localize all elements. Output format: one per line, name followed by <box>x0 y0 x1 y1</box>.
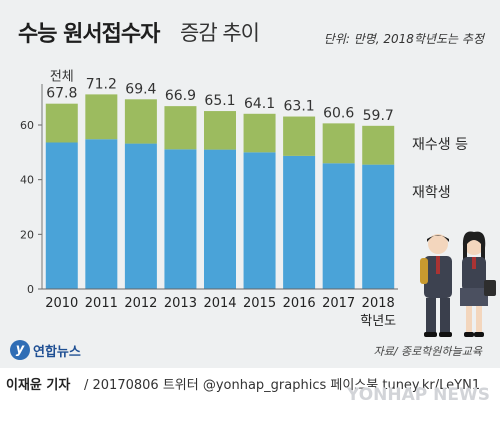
x-tick-label: 2015 <box>243 296 276 311</box>
bar-segment-enrolled <box>362 164 395 289</box>
bar-segment-retake <box>243 113 276 153</box>
bar-segment-enrolled <box>124 143 157 289</box>
bar-total-label: 64.1 <box>244 96 275 112</box>
bar-segment-enrolled <box>283 155 316 289</box>
bar-total-label: 63.1 <box>284 99 315 115</box>
yonhap-logo-icon: y <box>10 340 30 360</box>
bar-total-label: 69.4 <box>125 81 156 97</box>
legend-label-enrolled: 재학생 <box>412 185 451 201</box>
x-tick-label: 2018 <box>362 296 395 311</box>
source-note: 자료/ 종로학원하늘교육 <box>373 345 482 358</box>
bar-segment-retake <box>85 94 118 140</box>
credit-bar <box>0 368 500 422</box>
bar-segment-enrolled <box>243 152 276 289</box>
bar-segment-retake <box>362 125 395 165</box>
x-tick-label: 2013 <box>164 296 197 311</box>
bar-segment-retake <box>124 99 157 144</box>
y-tick-label: 60 <box>20 119 34 132</box>
bar-segment-retake <box>204 111 236 150</box>
stacked-bar-chart: 0 20 40 60 67.8 2010 71.2 2011 69.4 2012 66.9 2013 6… <box>20 70 398 329</box>
yonhap-logo: y 연합뉴스 <box>10 338 81 362</box>
x-tick-label: 2014 <box>203 296 236 311</box>
x-tick-label: 2010 <box>45 296 78 311</box>
bar-total-label: 65.1 <box>204 93 235 109</box>
y-tick-label: 0 <box>27 283 34 296</box>
x-tick-label: 2016 <box>283 296 316 311</box>
y-tick-label: 20 <box>20 228 34 241</box>
bar-total-label: 59.7 <box>363 108 394 124</box>
students-illustration <box>420 231 496 337</box>
chart-subtitle: 증감 추이 <box>180 21 260 45</box>
legend-label-retake: 재수생 등 <box>412 137 468 153</box>
x-unit-label: 학년도 <box>360 314 396 329</box>
yonhap-logo-text: 연합뉴스 <box>33 344 81 360</box>
x-tick-label: 2011 <box>85 296 118 311</box>
bar-total-label: 60.6 <box>323 105 354 121</box>
bar-total-label: 71.2 <box>86 76 117 92</box>
credit-author: 이재윤 기자 <box>6 378 71 393</box>
total-label-caption: 전체 <box>50 70 74 85</box>
bar-segment-retake <box>164 106 197 150</box>
x-tick-label: 2012 <box>124 296 157 311</box>
chart-title: 수능 원서접수자 <box>18 22 160 47</box>
watermark: YONHAP NEWS <box>347 385 490 405</box>
bar-segment-enrolled <box>85 139 118 289</box>
bar-total-label: 66.9 <box>165 88 196 104</box>
bar-segment-retake <box>45 103 78 143</box>
bar-segment-enrolled <box>322 163 355 289</box>
bar-total-label: 67.8 <box>46 86 77 102</box>
y-tick-label: 40 <box>20 174 34 187</box>
unit-note: 단위: 만명, 2018학년도는 추정 <box>323 32 484 46</box>
bar-segment-enrolled <box>45 142 78 289</box>
x-tick-label: 2017 <box>322 296 355 311</box>
bar-segment-retake <box>322 123 355 164</box>
credit-line: / 20170806 트위터 @yonhap_graphics 페이스북 tun… <box>84 378 481 393</box>
bar-segment-enrolled <box>204 149 236 289</box>
bar-segment-enrolled <box>164 149 197 289</box>
bar-segment-retake <box>283 116 316 156</box>
